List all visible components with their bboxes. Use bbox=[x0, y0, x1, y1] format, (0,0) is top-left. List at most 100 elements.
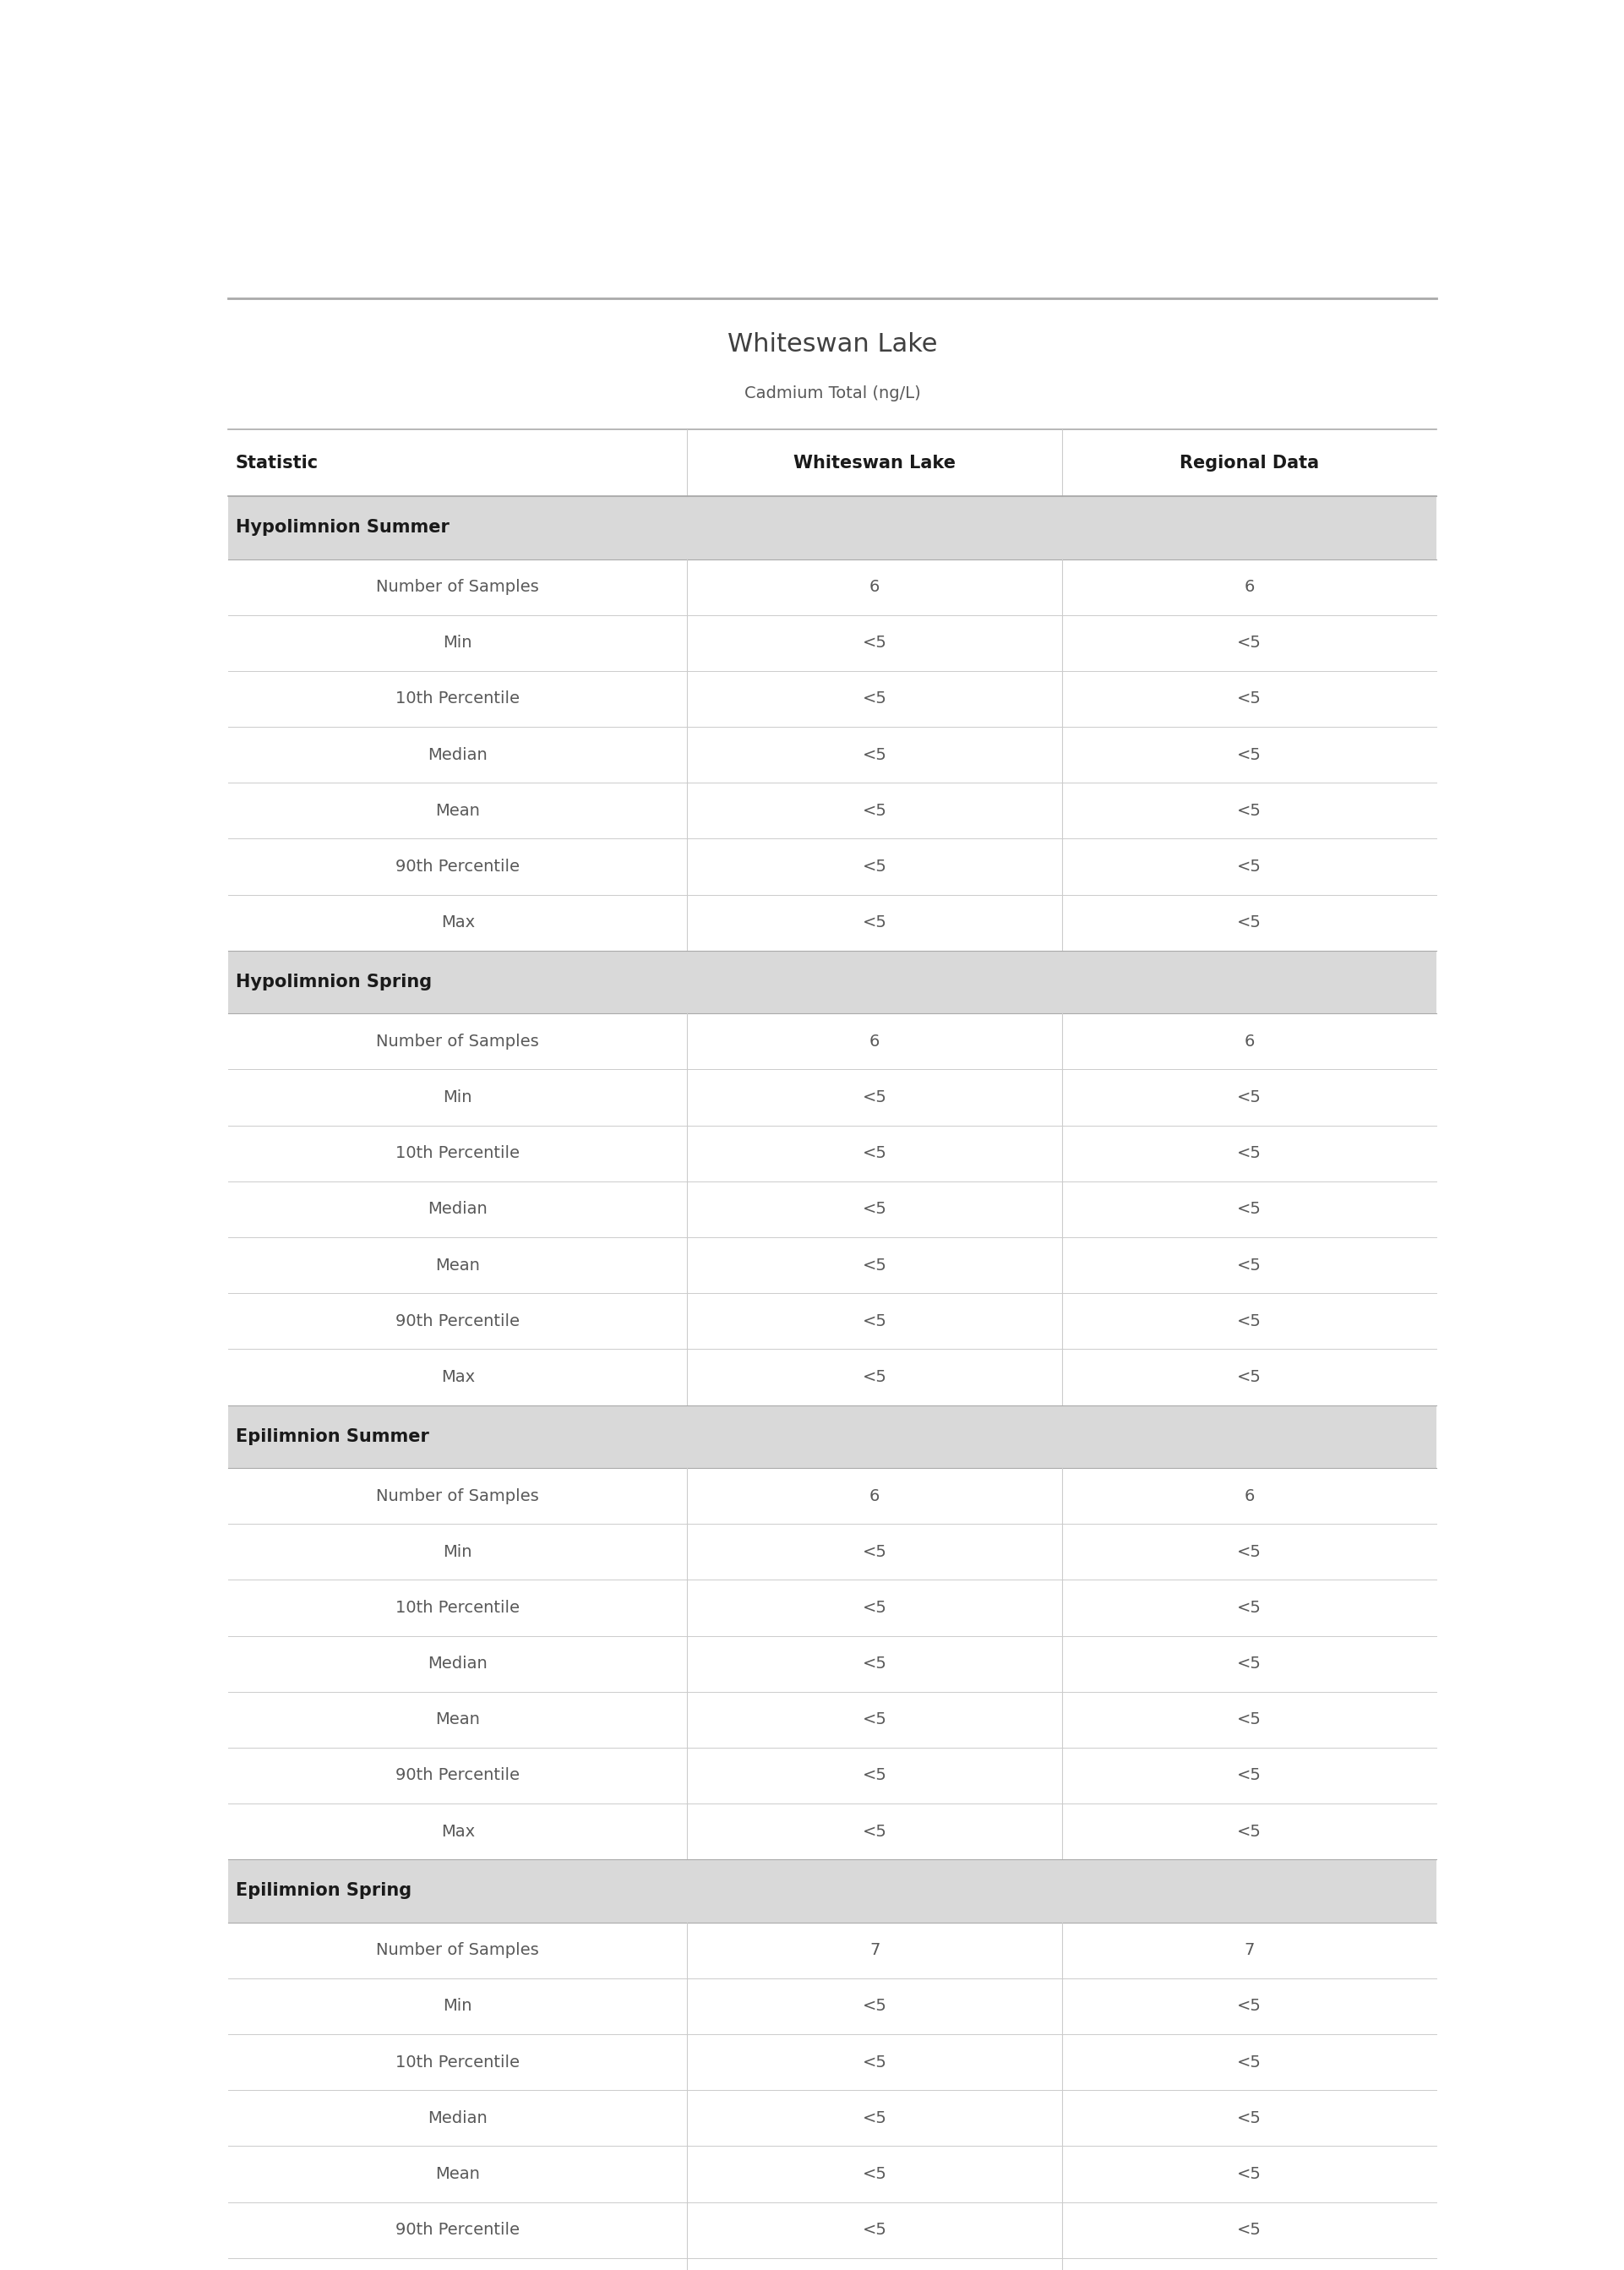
Text: Max: Max bbox=[440, 1823, 474, 1839]
Bar bbox=[227, 2259, 1436, 2270]
Bar bbox=[227, 1069, 1436, 1126]
Bar bbox=[227, 1805, 1436, 1859]
Text: 10th Percentile: 10th Percentile bbox=[396, 690, 520, 706]
Text: Hypolimnion Spring: Hypolimnion Spring bbox=[235, 974, 432, 990]
Bar bbox=[227, 1523, 1436, 1580]
Text: <5: <5 bbox=[1237, 1712, 1262, 1727]
Bar bbox=[227, 1691, 1436, 1748]
Text: 90th Percentile: 90th Percentile bbox=[396, 1312, 520, 1330]
Text: <5: <5 bbox=[1237, 1998, 1262, 2013]
Text: Whiteswan Lake: Whiteswan Lake bbox=[728, 331, 937, 356]
Text: Epilimnion Spring: Epilimnion Spring bbox=[235, 1882, 411, 1900]
Text: <5: <5 bbox=[1237, 636, 1262, 651]
Text: <5: <5 bbox=[1237, 2222, 1262, 2238]
Text: Min: Min bbox=[443, 1998, 473, 2013]
Bar bbox=[227, 1637, 1436, 1691]
Text: <5: <5 bbox=[862, 1146, 887, 1162]
Text: <5: <5 bbox=[862, 1768, 887, 1784]
Text: <5: <5 bbox=[1237, 747, 1262, 763]
Text: 6: 6 bbox=[1244, 579, 1254, 595]
Text: <5: <5 bbox=[1237, 1312, 1262, 1330]
Bar bbox=[227, 726, 1436, 783]
Text: <5: <5 bbox=[1237, 1768, 1262, 1784]
Text: 10th Percentile: 10th Percentile bbox=[396, 1146, 520, 1162]
Text: Median: Median bbox=[427, 747, 487, 763]
Text: <5: <5 bbox=[862, 858, 887, 874]
Text: Min: Min bbox=[443, 1090, 473, 1105]
Text: Max: Max bbox=[440, 915, 474, 931]
Text: <5: <5 bbox=[1237, 915, 1262, 931]
Text: <5: <5 bbox=[1237, 1600, 1262, 1616]
Bar bbox=[227, 1405, 1436, 1469]
Text: 6: 6 bbox=[869, 1487, 880, 1505]
Text: Min: Min bbox=[443, 636, 473, 651]
Bar bbox=[227, 894, 1436, 951]
Text: <5: <5 bbox=[1237, 2166, 1262, 2181]
Bar bbox=[227, 1580, 1436, 1637]
Text: 6: 6 bbox=[1244, 1033, 1254, 1049]
Text: 7: 7 bbox=[1244, 1943, 1254, 1959]
Text: <5: <5 bbox=[862, 636, 887, 651]
Bar bbox=[227, 429, 1436, 497]
Text: <5: <5 bbox=[862, 1823, 887, 1839]
Text: <5: <5 bbox=[862, 915, 887, 931]
Text: <5: <5 bbox=[862, 2054, 887, 2070]
Text: Regional Data: Regional Data bbox=[1179, 454, 1319, 472]
Text: <5: <5 bbox=[1237, 1655, 1262, 1671]
Text: <5: <5 bbox=[1237, 1258, 1262, 1273]
Text: <5: <5 bbox=[862, 1655, 887, 1671]
Bar bbox=[227, 1469, 1436, 1523]
Text: Number of Samples: Number of Samples bbox=[377, 1033, 539, 1049]
Text: 6: 6 bbox=[869, 579, 880, 595]
Bar bbox=[227, 1859, 1436, 1923]
Text: <5: <5 bbox=[862, 1258, 887, 1273]
Bar bbox=[227, 672, 1436, 726]
Text: 10th Percentile: 10th Percentile bbox=[396, 1600, 520, 1616]
Text: <5: <5 bbox=[862, 1712, 887, 1727]
Text: <5: <5 bbox=[1237, 1146, 1262, 1162]
Bar bbox=[227, 2034, 1436, 2091]
Text: <5: <5 bbox=[862, 2111, 887, 2127]
Text: <5: <5 bbox=[862, 2222, 887, 2238]
Bar bbox=[227, 1126, 1436, 1180]
Text: <5: <5 bbox=[1237, 804, 1262, 819]
Text: <5: <5 bbox=[1237, 858, 1262, 874]
Bar bbox=[227, 1237, 1436, 1294]
Bar bbox=[227, 558, 1436, 615]
Text: Cadmium Total (ng/L): Cadmium Total (ng/L) bbox=[744, 386, 921, 402]
Text: <5: <5 bbox=[1237, 1544, 1262, 1559]
Text: <5: <5 bbox=[1237, 1090, 1262, 1105]
Bar bbox=[227, 1012, 1436, 1069]
Bar bbox=[227, 1180, 1436, 1237]
Bar bbox=[227, 2145, 1436, 2202]
Text: 90th Percentile: 90th Percentile bbox=[396, 858, 520, 874]
Bar bbox=[227, 2091, 1436, 2145]
Text: <5: <5 bbox=[862, 690, 887, 706]
Text: Mean: Mean bbox=[435, 1258, 481, 1273]
Bar bbox=[227, 300, 1436, 429]
Bar bbox=[227, 1294, 1436, 1348]
Text: <5: <5 bbox=[862, 1201, 887, 1217]
Text: 7: 7 bbox=[869, 1943, 880, 1959]
Text: 90th Percentile: 90th Percentile bbox=[396, 2222, 520, 2238]
Text: Number of Samples: Number of Samples bbox=[377, 1943, 539, 1959]
Bar bbox=[227, 838, 1436, 894]
Text: 90th Percentile: 90th Percentile bbox=[396, 1768, 520, 1784]
Text: <5: <5 bbox=[862, 1312, 887, 1330]
Text: <5: <5 bbox=[1237, 1823, 1262, 1839]
Bar bbox=[227, 951, 1436, 1012]
Text: Epilimnion Summer: Epilimnion Summer bbox=[235, 1428, 429, 1446]
Text: Min: Min bbox=[443, 1544, 473, 1559]
Text: <5: <5 bbox=[862, 2166, 887, 2181]
Text: Number of Samples: Number of Samples bbox=[377, 579, 539, 595]
Text: <5: <5 bbox=[862, 1369, 887, 1385]
Text: Statistic: Statistic bbox=[235, 454, 318, 472]
Text: Hypolimnion Summer: Hypolimnion Summer bbox=[235, 520, 450, 536]
Text: <5: <5 bbox=[1237, 2111, 1262, 2127]
Text: <5: <5 bbox=[1237, 1369, 1262, 1385]
Text: 6: 6 bbox=[1244, 1487, 1254, 1505]
Text: <5: <5 bbox=[1237, 2054, 1262, 2070]
Text: <5: <5 bbox=[862, 1600, 887, 1616]
Text: <5: <5 bbox=[862, 804, 887, 819]
Bar bbox=[227, 2202, 1436, 2259]
